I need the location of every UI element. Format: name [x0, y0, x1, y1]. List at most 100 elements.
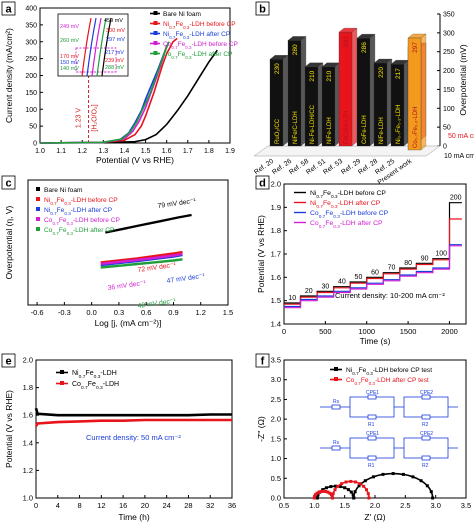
inset-curve [91, 17, 102, 77]
x-tick-label: 0.9 [168, 308, 178, 317]
formula-part: Ni [163, 31, 169, 38]
step-label: 30 [321, 283, 329, 290]
series-line-0 [34, 407, 232, 417]
legend-marker [153, 51, 158, 55]
formula-part: -LDH [103, 381, 119, 388]
data-marker [401, 472, 405, 476]
x-axis-label: Time (h) [118, 512, 149, 522]
data-marker [312, 496, 316, 500]
formula-part: Fe [325, 220, 333, 227]
step-label: 50 [355, 274, 363, 281]
formula-part: 0.7 [354, 381, 361, 386]
y-tick-label: 300 [25, 39, 37, 46]
legend-entry: Ni0.7Fe0.3-LDH after CP [163, 31, 230, 40]
y-tick-label: 1.0 [271, 454, 281, 463]
y-tick-label: 1.8 [23, 383, 33, 392]
data-marker [343, 486, 347, 490]
data-marker [358, 482, 362, 486]
circuit-label: CPE2 [420, 390, 433, 396]
formula-part: -LDH before CP test [373, 367, 432, 374]
formula-part: Co [346, 377, 355, 384]
circuit-cpe [367, 435, 377, 441]
data-marker [349, 490, 353, 494]
y-tick-label: 1.4 [23, 438, 33, 447]
step-label: 80 [404, 260, 412, 267]
y-tick-label: 0 [33, 141, 37, 148]
y-tick-label: 150 [25, 90, 37, 97]
slope-label: 47 mV dec⁻¹ [166, 273, 206, 285]
legend-entry: Ni0.7Fe0.3-LDH before CP [310, 190, 386, 200]
data-marker [366, 492, 370, 496]
x-tick-label: 2000 [441, 327, 458, 336]
data-marker [336, 484, 340, 488]
x-tick-label: 32 [206, 501, 214, 510]
data-marker [315, 496, 319, 500]
formula-part: -LDH after CP [340, 220, 383, 227]
panel-letter-box [255, 1, 270, 16]
y-tick-label: 3.5 [271, 356, 281, 365]
formula-part: 0.3 [369, 381, 376, 386]
panel-letter: f [261, 356, 265, 368]
y-tick-label: 1.2 [23, 466, 33, 475]
x-tick-label: 3.5 [461, 501, 471, 510]
formula-part: Fe [59, 217, 67, 224]
data-marker [357, 484, 361, 488]
data-marker [333, 488, 337, 492]
formula-part: Ni [346, 367, 353, 374]
inset-label: 249 mV [60, 24, 79, 30]
y-tick-label: 300 [443, 30, 455, 37]
formula-part: Co [163, 41, 172, 48]
formula-part: -LDH after CP [71, 207, 113, 214]
formula-part: 0.7 [169, 35, 176, 40]
y-tick-label: 100 [443, 106, 455, 113]
circuit-label: CPE1 [366, 431, 379, 437]
legend-marker [334, 367, 338, 371]
circuit-cpe [421, 394, 431, 400]
bar-side [351, 27, 358, 147]
equivalent-circuit: Rs CPE1 R1 CPE2 R2 [320, 431, 458, 469]
formula-part: -LDH before CP [192, 41, 238, 48]
bar [304, 66, 319, 147]
y-tick-label: 1.5 [271, 296, 281, 305]
panel-letter: a [5, 4, 12, 16]
y-tick-label: 1.9 [271, 203, 281, 212]
y-tick-label: 0.0 [271, 494, 281, 503]
inset-curve [96, 17, 107, 77]
y-tick-label: 2.0 [23, 356, 33, 365]
formula-part: 0.7 [319, 224, 326, 230]
slope-label: 79 mV dec⁻¹ [157, 198, 197, 210]
y-tick-label: 1.0 [23, 494, 33, 503]
x-tick-label: 0 [282, 327, 286, 336]
formula-part: Ni [44, 207, 51, 214]
inset-label: 260 mV [60, 38, 79, 44]
data-marker [364, 488, 368, 492]
bar-value: 302 [343, 36, 350, 47]
panel-d: 0 500 1000 1500 2000 1.4 1.5 1.6 1.7 1.8 1.9 2.0 d Ti… [255, 175, 467, 346]
data-marker [349, 479, 353, 483]
x-tick-label: 3.0 [430, 501, 440, 510]
data-marker [419, 479, 423, 483]
formula-part: Ni [310, 190, 317, 197]
x-tick-label: 2.5 [400, 501, 410, 510]
formula-part: 0.7 [52, 231, 59, 236]
bar [407, 37, 422, 151]
x-tick-label: 36 [228, 501, 236, 510]
formula-part: -LDH after CP [73, 227, 115, 234]
data-marker [324, 490, 328, 494]
x-tick-label: 1.1 [56, 148, 66, 155]
inset-curve [81, 17, 92, 77]
legend-entry: Ni0.7Fe0.3-LDH [72, 370, 117, 380]
data-marker [353, 490, 357, 494]
formula-part: 0.3 [331, 204, 338, 210]
legend-entry: Bare Ni foam [163, 11, 201, 18]
annotation: Current density: 50 mA cm⁻² [86, 433, 181, 442]
x-tick-label: 28 [184, 501, 192, 510]
legend-marker [153, 41, 158, 45]
data-marker [324, 486, 328, 490]
inset-label: 459 mV [104, 18, 123, 24]
bar-label: Ni₀.₇Fe₀.₃-LDH [396, 105, 402, 145]
inset-label: 170 mV [60, 54, 79, 60]
bar [390, 64, 405, 147]
formula-part: 0.3 [185, 55, 192, 60]
formula-part: 0.7 [50, 211, 57, 216]
